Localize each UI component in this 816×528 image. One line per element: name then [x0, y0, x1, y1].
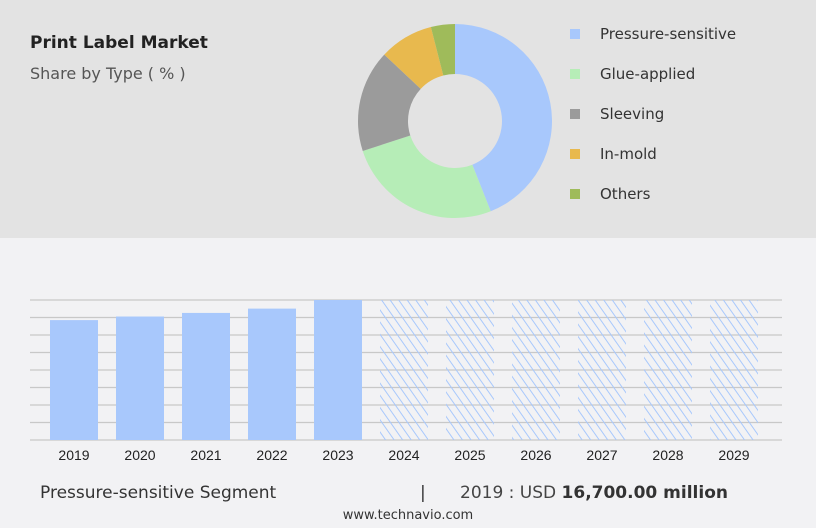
x-tick-label: 2029 [718, 447, 749, 463]
separator: | [420, 483, 426, 503]
legend-label: Pressure-sensitive [600, 25, 737, 43]
legend: Pressure-sensitive Glue-applied Sleeving In… [570, 14, 736, 214]
segment-value: 16,700.00 million [561, 483, 728, 503]
page-title: Print Label Market [30, 33, 208, 53]
x-tick-label: 2025 [454, 447, 485, 463]
year-label: 2019 : USD [460, 483, 562, 503]
x-tick-label: 2021 [190, 447, 221, 463]
x-tick-label: 2028 [652, 447, 683, 463]
x-tick-label: 2022 [256, 447, 287, 463]
x-tick-label: 2026 [520, 447, 551, 463]
legend-label: Sleeving [600, 105, 665, 123]
donut-slice-others [430, 24, 455, 76]
forecast-bar-2025 [446, 300, 494, 440]
forecast-bar-2024 [380, 300, 428, 440]
donut-slice-sleeving [358, 54, 421, 151]
legend-label: In-mold [600, 145, 657, 163]
x-tick-label: 2024 [388, 447, 419, 463]
forecast-bar-2026 [512, 300, 560, 440]
legend-swatch [570, 69, 580, 79]
legend-label: Glue-applied [600, 65, 696, 83]
forecast-bar-2029 [710, 300, 758, 440]
bar-2023 [314, 300, 362, 440]
legend-item: Sleeving [570, 94, 736, 134]
legend-swatch [570, 149, 580, 159]
donut-slice-in-mold [384, 27, 444, 89]
x-tick-label: 2019 [58, 447, 89, 463]
bar-2019 [50, 320, 98, 440]
x-tick-label: 2027 [586, 447, 617, 463]
bar-2020 [116, 316, 164, 440]
bar-2022 [248, 308, 296, 440]
segment-label: Pressure-sensitive Segment [40, 483, 277, 503]
page-subtitle: Share by Type ( % ) [30, 64, 186, 83]
donut-chart [358, 24, 552, 218]
forecast-bar-2027 [578, 300, 626, 440]
legend-item: Pressure-sensitive [570, 14, 736, 54]
x-tick-label: 2020 [124, 447, 155, 463]
legend-swatch [570, 109, 580, 119]
legend-swatch [570, 29, 580, 39]
legend-item: In-mold [570, 134, 736, 174]
donut-slice-pressure-sensitive [455, 24, 552, 212]
bar-2021 [182, 312, 230, 440]
legend-label: Others [600, 185, 651, 203]
donut-slice-glue-applied [362, 135, 491, 218]
x-tick-label: 2023 [322, 447, 353, 463]
legend-swatch [570, 189, 580, 199]
source-url: www.technavio.com [342, 508, 474, 523]
legend-item: Others [570, 174, 736, 214]
forecast-bar-2028 [644, 300, 692, 440]
legend-item: Glue-applied [570, 54, 736, 94]
